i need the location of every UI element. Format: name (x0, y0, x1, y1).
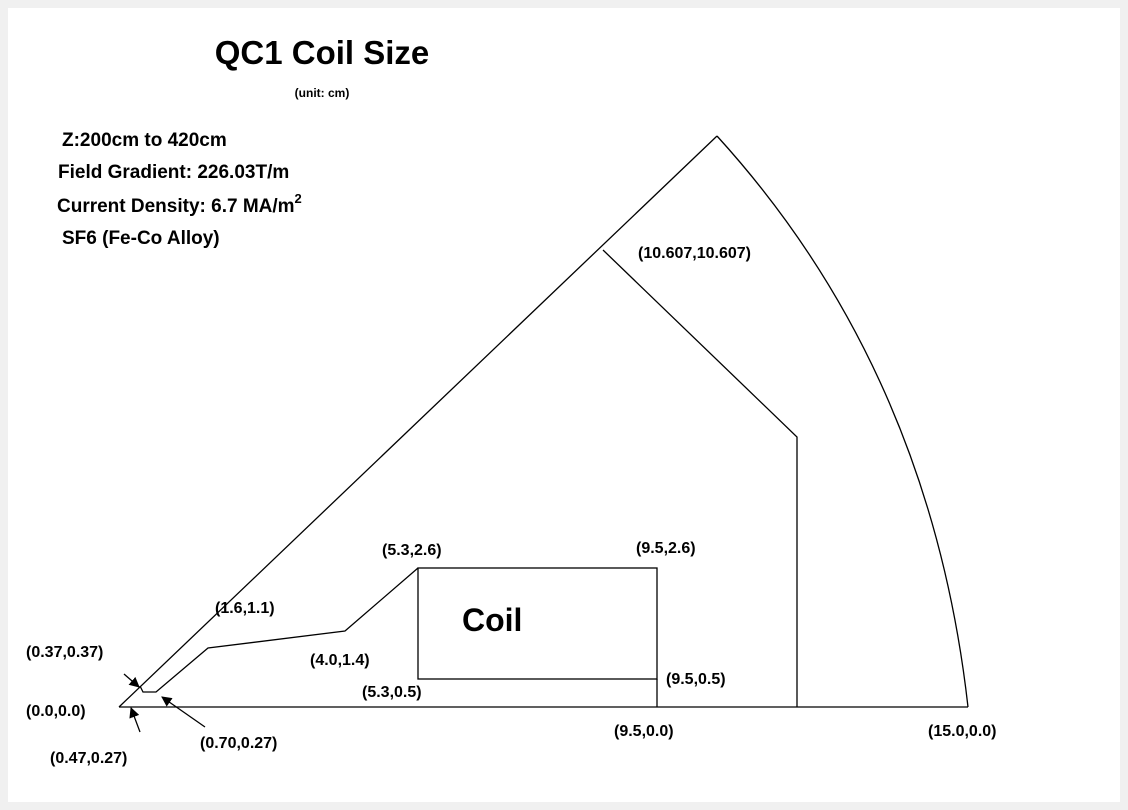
note-text: Current Density: 6.7 MA/m (57, 196, 295, 217)
geometry (118, 135, 969, 733)
point-label: (0.70,0.27) (200, 735, 277, 752)
point-label: (5.3,0.5) (362, 684, 422, 701)
note: SF6 (Fe-Co Alloy) (62, 228, 220, 249)
arrow (161, 696, 206, 728)
point-label: (0.37,0.37) (26, 644, 103, 661)
point-label: (9.5,0.0) (614, 723, 674, 740)
note: Current Density: 6.7 MA/m2 (57, 191, 302, 217)
coil-label: Coil (462, 602, 522, 638)
point-label: (4.0,1.4) (310, 652, 370, 669)
point-label: (0.47,0.27) (50, 750, 127, 767)
note: Z:200cm to 420cm (62, 130, 227, 151)
subtitle: (unit: cm) (295, 86, 350, 100)
point-label: (9.5,0.5) (666, 671, 726, 688)
point-label: (9.5,2.6) (636, 540, 696, 557)
yoke-edge (602, 249, 798, 707)
point-label: (0.0,0.0) (26, 703, 86, 720)
coil-box (417, 567, 658, 680)
point-label: (5.3,2.6) (382, 542, 442, 559)
note-sup: 2 (295, 191, 302, 206)
point-label: (10.607,10.607) (638, 245, 751, 262)
point-label: (1.6,1.1) (215, 600, 275, 617)
arrow (129, 707, 141, 733)
pole-profile (139, 567, 419, 693)
arrow (123, 673, 140, 688)
canvas (8, 8, 1120, 802)
point-label: (15.0,0.0) (928, 723, 996, 740)
diagonal-boundary (118, 135, 718, 708)
outer-arc (716, 135, 969, 708)
note: Field Gradient: 226.03T/m (58, 162, 289, 183)
title: QC1 Coil Size (215, 34, 430, 71)
